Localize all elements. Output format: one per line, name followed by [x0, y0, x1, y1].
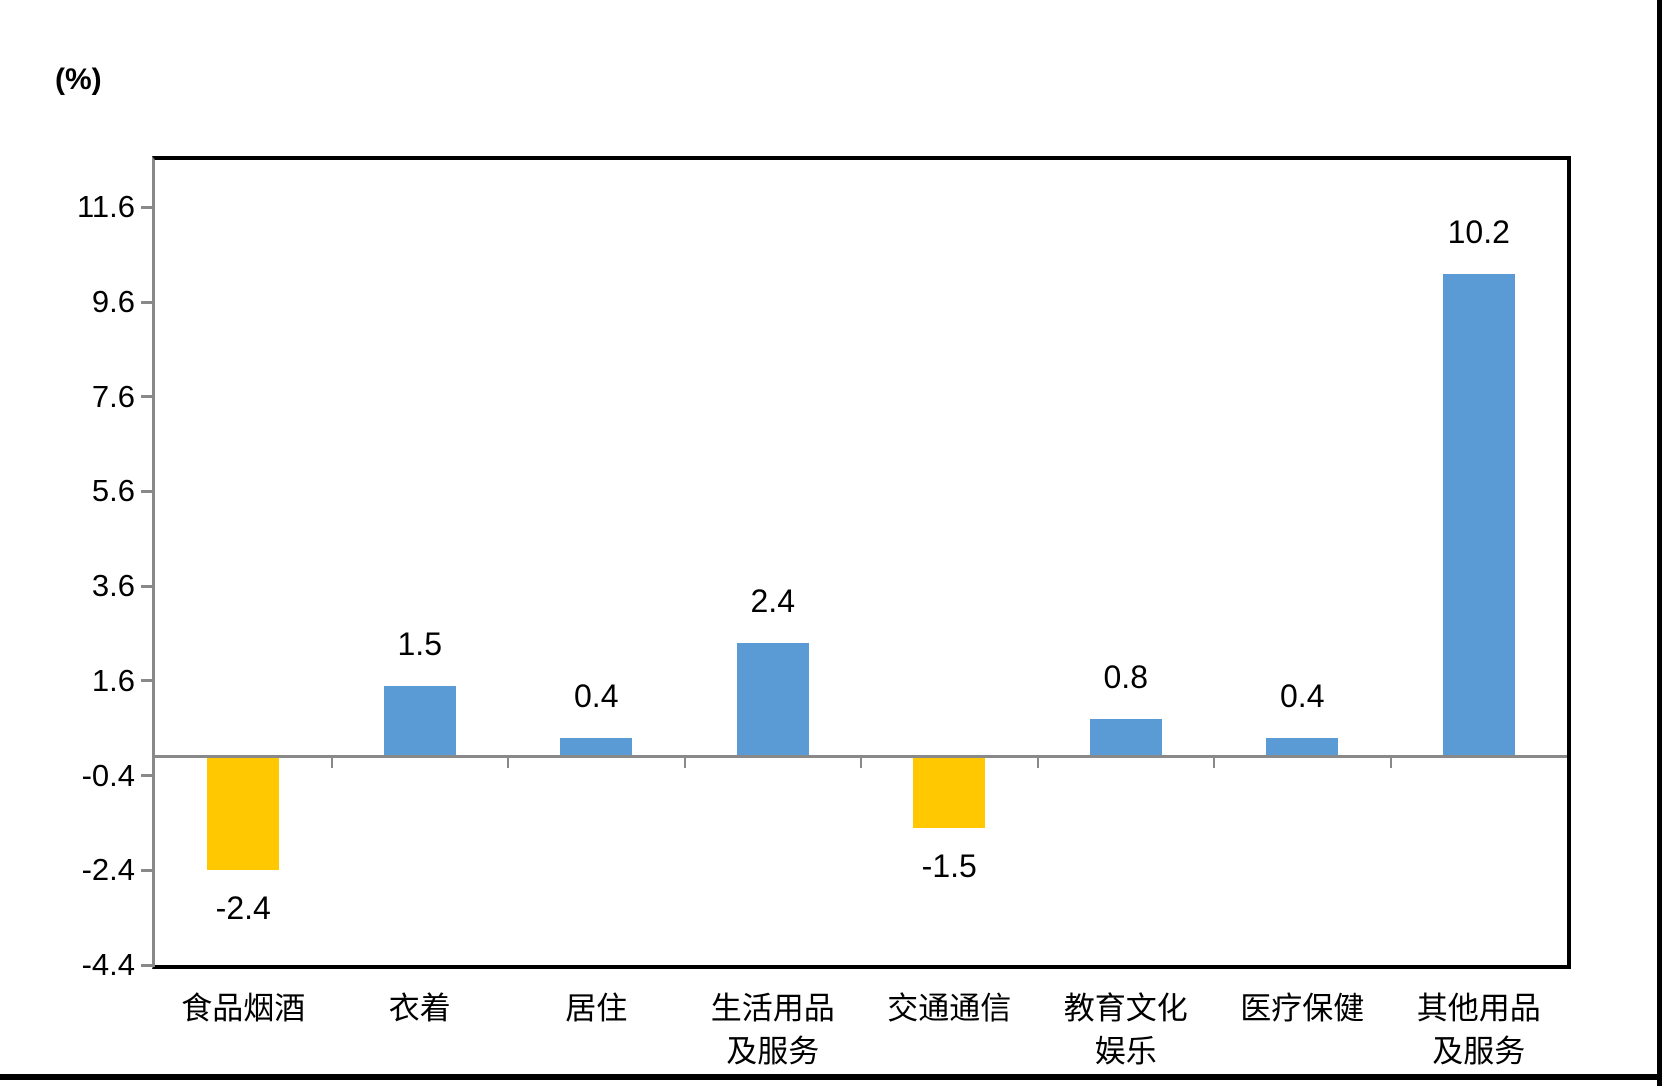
category-label: 教育文化 娱乐	[1026, 987, 1227, 1073]
bar-value-label: 0.8	[1103, 658, 1148, 695]
bar	[560, 737, 633, 757]
category-label-line: 衣着	[388, 991, 451, 1026]
y-axis-tick	[141, 205, 155, 209]
category-label-line: 其他用品	[1416, 991, 1541, 1026]
bar	[913, 756, 986, 828]
bar	[1089, 718, 1162, 757]
bar	[1442, 273, 1515, 757]
y-axis-tick	[141, 300, 155, 304]
bar-value-label: 0.4	[574, 677, 619, 714]
bar	[383, 685, 456, 757]
y-axis-tick-label: 5.6	[91, 473, 135, 509]
bar	[207, 756, 280, 871]
y-axis-tick	[141, 963, 155, 967]
category-label-line: 娱乐	[1094, 1034, 1157, 1069]
category-label: 居住	[496, 987, 697, 1030]
category-label-line: 教育文化	[1063, 991, 1188, 1026]
y-axis-unit-label: (%)	[55, 63, 102, 96]
y-axis-tick-label: 7.6	[91, 378, 135, 414]
category-label: 其他用品 及服务	[1379, 987, 1580, 1073]
bar-value-label: 0.4	[1280, 677, 1325, 714]
y-axis-tick	[141, 868, 155, 872]
x-axis-tick	[507, 756, 509, 768]
bar-value-label: -2.4	[215, 890, 271, 927]
y-axis-tick	[141, 679, 155, 683]
x-axis-tick	[1036, 756, 1039, 768]
y-axis-tick-label: 3.6	[91, 568, 135, 604]
y-axis-tick-label: 11.6	[76, 189, 135, 225]
bar-value-label: 10.2	[1447, 213, 1510, 250]
bar-value-label: 1.5	[397, 625, 442, 662]
x-axis-tick	[860, 756, 862, 768]
x-axis-tick	[1389, 756, 1392, 768]
y-axis-tick	[141, 774, 155, 778]
x-axis-tick	[330, 756, 333, 768]
bar-value-label: 2.4	[750, 583, 795, 619]
y-axis-tick-label: 1.6	[91, 662, 135, 698]
category-label: 生活用品 及服务	[673, 987, 874, 1073]
plot-area	[152, 156, 1571, 969]
y-axis-tick-label: -4.4	[81, 947, 135, 982]
bar	[1266, 737, 1339, 757]
y-axis-tick-label: -0.4	[81, 757, 135, 793]
category-label-line: 交通通信	[887, 991, 1012, 1026]
category-label-line: 居住	[565, 991, 628, 1026]
y-axis-tick	[141, 395, 155, 399]
y-axis-tick	[141, 489, 155, 493]
y-axis-tick	[141, 584, 155, 588]
bar	[736, 643, 809, 757]
page-border-right	[1657, 0, 1662, 1086]
y-axis-tick-label: -2.4	[81, 852, 135, 888]
category-label-line: 医疗保健	[1240, 991, 1365, 1026]
y-axis-tick-label: 9.6	[91, 284, 135, 320]
category-label: 医疗保健	[1202, 987, 1403, 1030]
category-label-line: 生活用品	[710, 991, 835, 1026]
category-label-line: 及服务	[1432, 1034, 1526, 1069]
x-axis-tick	[683, 756, 686, 768]
category-label: 衣着	[320, 987, 521, 1030]
category-label-line: 及服务	[726, 1034, 820, 1069]
page-border-bottom	[0, 1074, 1662, 1080]
x-axis-tick	[1213, 756, 1215, 768]
category-label: 交通通信	[849, 987, 1050, 1030]
bar-value-label: -1.5	[921, 847, 977, 884]
category-label-line: 食品烟酒	[181, 991, 306, 1026]
category-label: 食品烟酒	[143, 987, 344, 1030]
